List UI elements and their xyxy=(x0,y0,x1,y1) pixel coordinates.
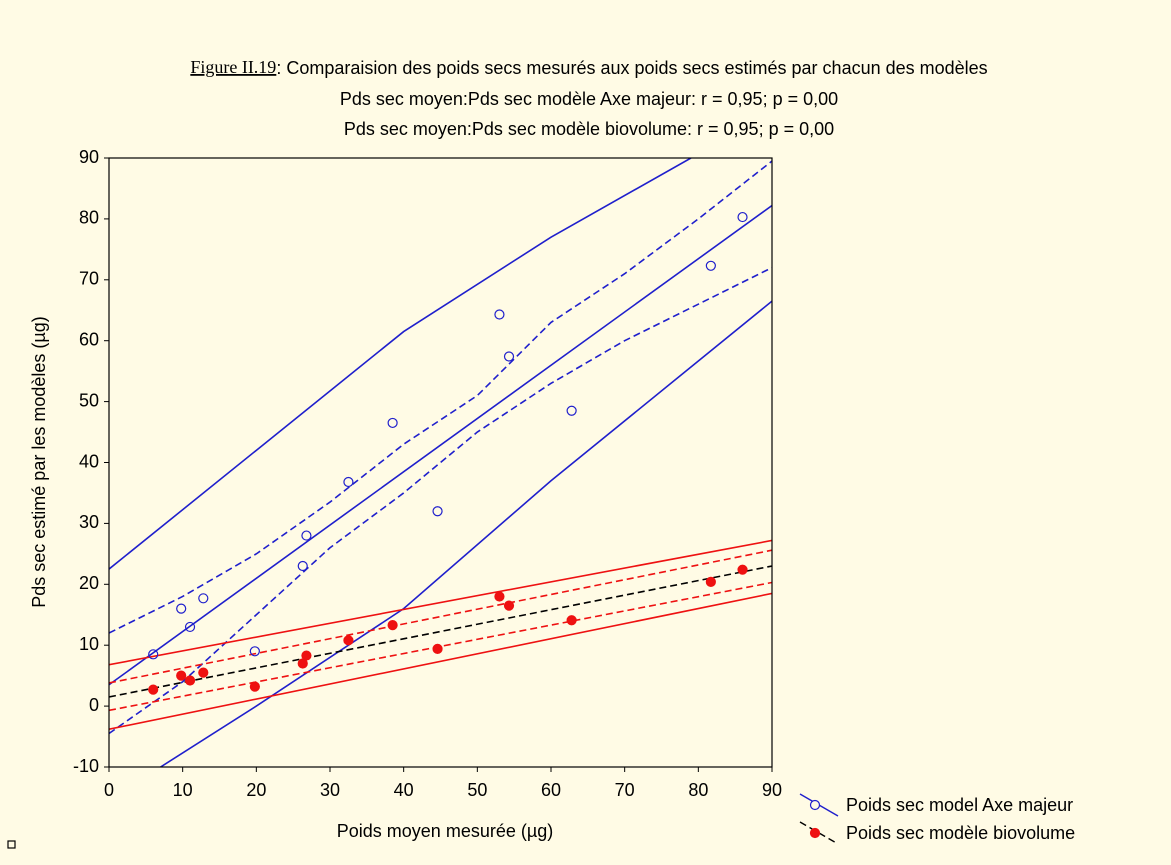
point xyxy=(494,309,505,320)
point xyxy=(387,417,398,429)
y-tick-label: 30 xyxy=(79,512,99,532)
y-axis-title: Pds sec estimé par les modèles (µg) xyxy=(29,316,49,607)
point xyxy=(176,603,187,614)
plot-area xyxy=(109,158,772,767)
fit-line xyxy=(109,160,772,634)
point xyxy=(297,560,308,572)
point xyxy=(148,649,159,660)
y-tick-label: 70 xyxy=(79,269,99,289)
x-tick-label: 10 xyxy=(173,780,193,800)
title-text: : Comparaision des poids secs mesurés au… xyxy=(276,58,987,78)
legend-marker xyxy=(809,827,821,839)
point xyxy=(343,635,354,646)
legend-label: Poids sec model Axe majeur xyxy=(846,795,1073,815)
point xyxy=(705,260,716,271)
point xyxy=(503,351,515,362)
fit-line xyxy=(109,158,692,570)
x-tick-label: 30 xyxy=(320,780,340,800)
fit-line xyxy=(109,592,772,731)
x-tick-label: 0 xyxy=(104,780,114,800)
y-tick-label: 60 xyxy=(79,329,99,349)
point xyxy=(503,600,515,611)
x-axis-title: Poids moyen mesurée (µg) xyxy=(337,821,553,841)
fit-line xyxy=(109,539,772,666)
point xyxy=(148,684,159,695)
subtitle: Pds sec moyen:Pds sec modèle Axe majeur:… xyxy=(340,89,838,109)
point xyxy=(566,405,577,416)
x-tick-label: 70 xyxy=(615,780,635,800)
point xyxy=(387,620,398,631)
small-box xyxy=(7,840,16,849)
point xyxy=(737,564,748,575)
point xyxy=(249,646,260,657)
x-tick-label: 90 xyxy=(762,780,782,800)
fit-line xyxy=(109,204,772,686)
y-tick-label: 90 xyxy=(79,147,99,167)
point xyxy=(198,667,209,678)
y-tick-label: 80 xyxy=(79,208,99,228)
x-tick-label: 60 xyxy=(541,780,561,800)
y-tick-label: 10 xyxy=(79,634,99,654)
fit-line xyxy=(109,565,772,698)
point xyxy=(494,591,505,602)
point xyxy=(249,681,260,692)
point xyxy=(301,650,312,661)
x-tick-label: 40 xyxy=(394,780,414,800)
legend-line xyxy=(799,821,839,845)
point xyxy=(198,593,209,604)
point xyxy=(737,211,748,223)
point xyxy=(301,530,312,541)
point xyxy=(432,643,443,654)
x-tick-label: 20 xyxy=(246,780,266,800)
point xyxy=(176,670,187,681)
y-tick-label: 40 xyxy=(79,451,99,471)
y-tick-label: 0 xyxy=(89,695,99,715)
point xyxy=(343,476,354,488)
x-tick-label: 80 xyxy=(688,780,708,800)
figure-label: Figure II.19 xyxy=(190,57,276,77)
x-tick-label: 50 xyxy=(467,780,487,800)
y-tick-label: 50 xyxy=(79,390,99,410)
fit-line xyxy=(109,549,772,684)
point xyxy=(705,576,716,587)
subtitle: Pds sec moyen:Pds sec modèle biovolume: … xyxy=(344,119,834,139)
y-tick-label: -10 xyxy=(73,756,99,776)
point xyxy=(184,621,196,633)
point xyxy=(184,675,196,686)
point xyxy=(566,615,577,626)
point xyxy=(432,506,443,517)
chart-title: Figure II.19: Comparaision des poids sec… xyxy=(190,57,987,78)
y-tick-label: 20 xyxy=(79,573,99,593)
fit-line xyxy=(109,581,772,712)
legend-label: Poids sec modèle biovolume xyxy=(846,823,1075,843)
legend-marker xyxy=(809,799,821,811)
